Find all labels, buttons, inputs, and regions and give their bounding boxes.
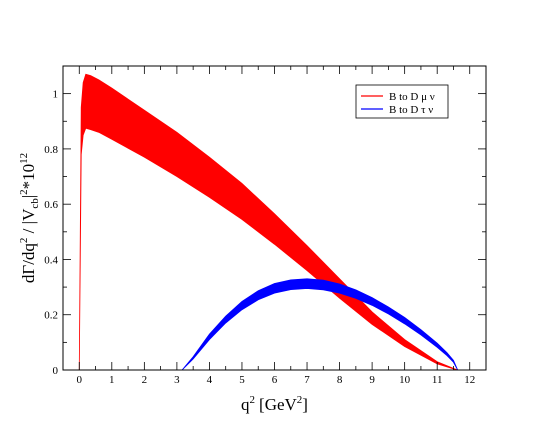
x-tick-label: 6	[272, 374, 278, 386]
x-tick-label: 7	[304, 374, 310, 386]
y-axis-title-a: dΓ/dq	[19, 243, 38, 284]
y-axis-title-d-sup: 12	[18, 153, 30, 164]
x-tick-label: 0	[77, 374, 83, 386]
x-tick-label: 12	[464, 374, 475, 386]
x-tick-label: 5	[239, 374, 245, 386]
x-tick-label: 10	[399, 374, 411, 386]
y-tick-label: 0.6	[44, 199, 58, 211]
x-axis-title-var: q	[241, 395, 250, 414]
y-tick-label: 0.4	[44, 254, 58, 266]
y-axis-title-c: |	[19, 195, 38, 198]
y-tick-label: 0.2	[44, 310, 58, 322]
y-axis-title-b: / |V	[19, 208, 38, 238]
y-axis-title: dΓ/dq2 / |Vcb|2*1012	[18, 153, 41, 283]
y-tick-label: 1	[53, 89, 59, 101]
legend: B to D μ ν B to D τ ν	[355, 84, 449, 119]
y-tick-label: 0	[53, 365, 59, 377]
x-axis-title-unit-sup: 2	[297, 394, 303, 406]
y-tick-label: 0.8	[44, 144, 58, 156]
x-tick-label: 2	[142, 374, 148, 386]
x-tick-label: 9	[369, 374, 375, 386]
x-tick-label: 4	[207, 374, 213, 386]
y-axis-title-d: *10	[19, 164, 38, 190]
x-axis-title-var-sup: 2	[250, 394, 256, 406]
x-axis-title-unit: [GeV	[259, 395, 297, 414]
y-axis-title-b-sub: cb	[29, 198, 41, 209]
x-axis-title-unit-close: ]	[302, 395, 308, 414]
y-axis-title-a-sup: 2	[18, 238, 30, 244]
y-axis-title-c-sup: 2	[18, 189, 30, 195]
x-axis-title: q2 [GeV2]	[241, 394, 308, 414]
x-tick-label: 8	[337, 374, 343, 386]
x-tick-label: 3	[174, 374, 180, 386]
legend-box	[355, 84, 449, 119]
x-tick-label: 11	[432, 374, 443, 386]
legend-label-mu: B to D μ ν	[389, 91, 435, 103]
x-tick-label: 1	[109, 374, 115, 386]
legend-label-tau: B to D τ ν	[389, 104, 433, 116]
axis-ticks	[62, 66, 487, 371]
